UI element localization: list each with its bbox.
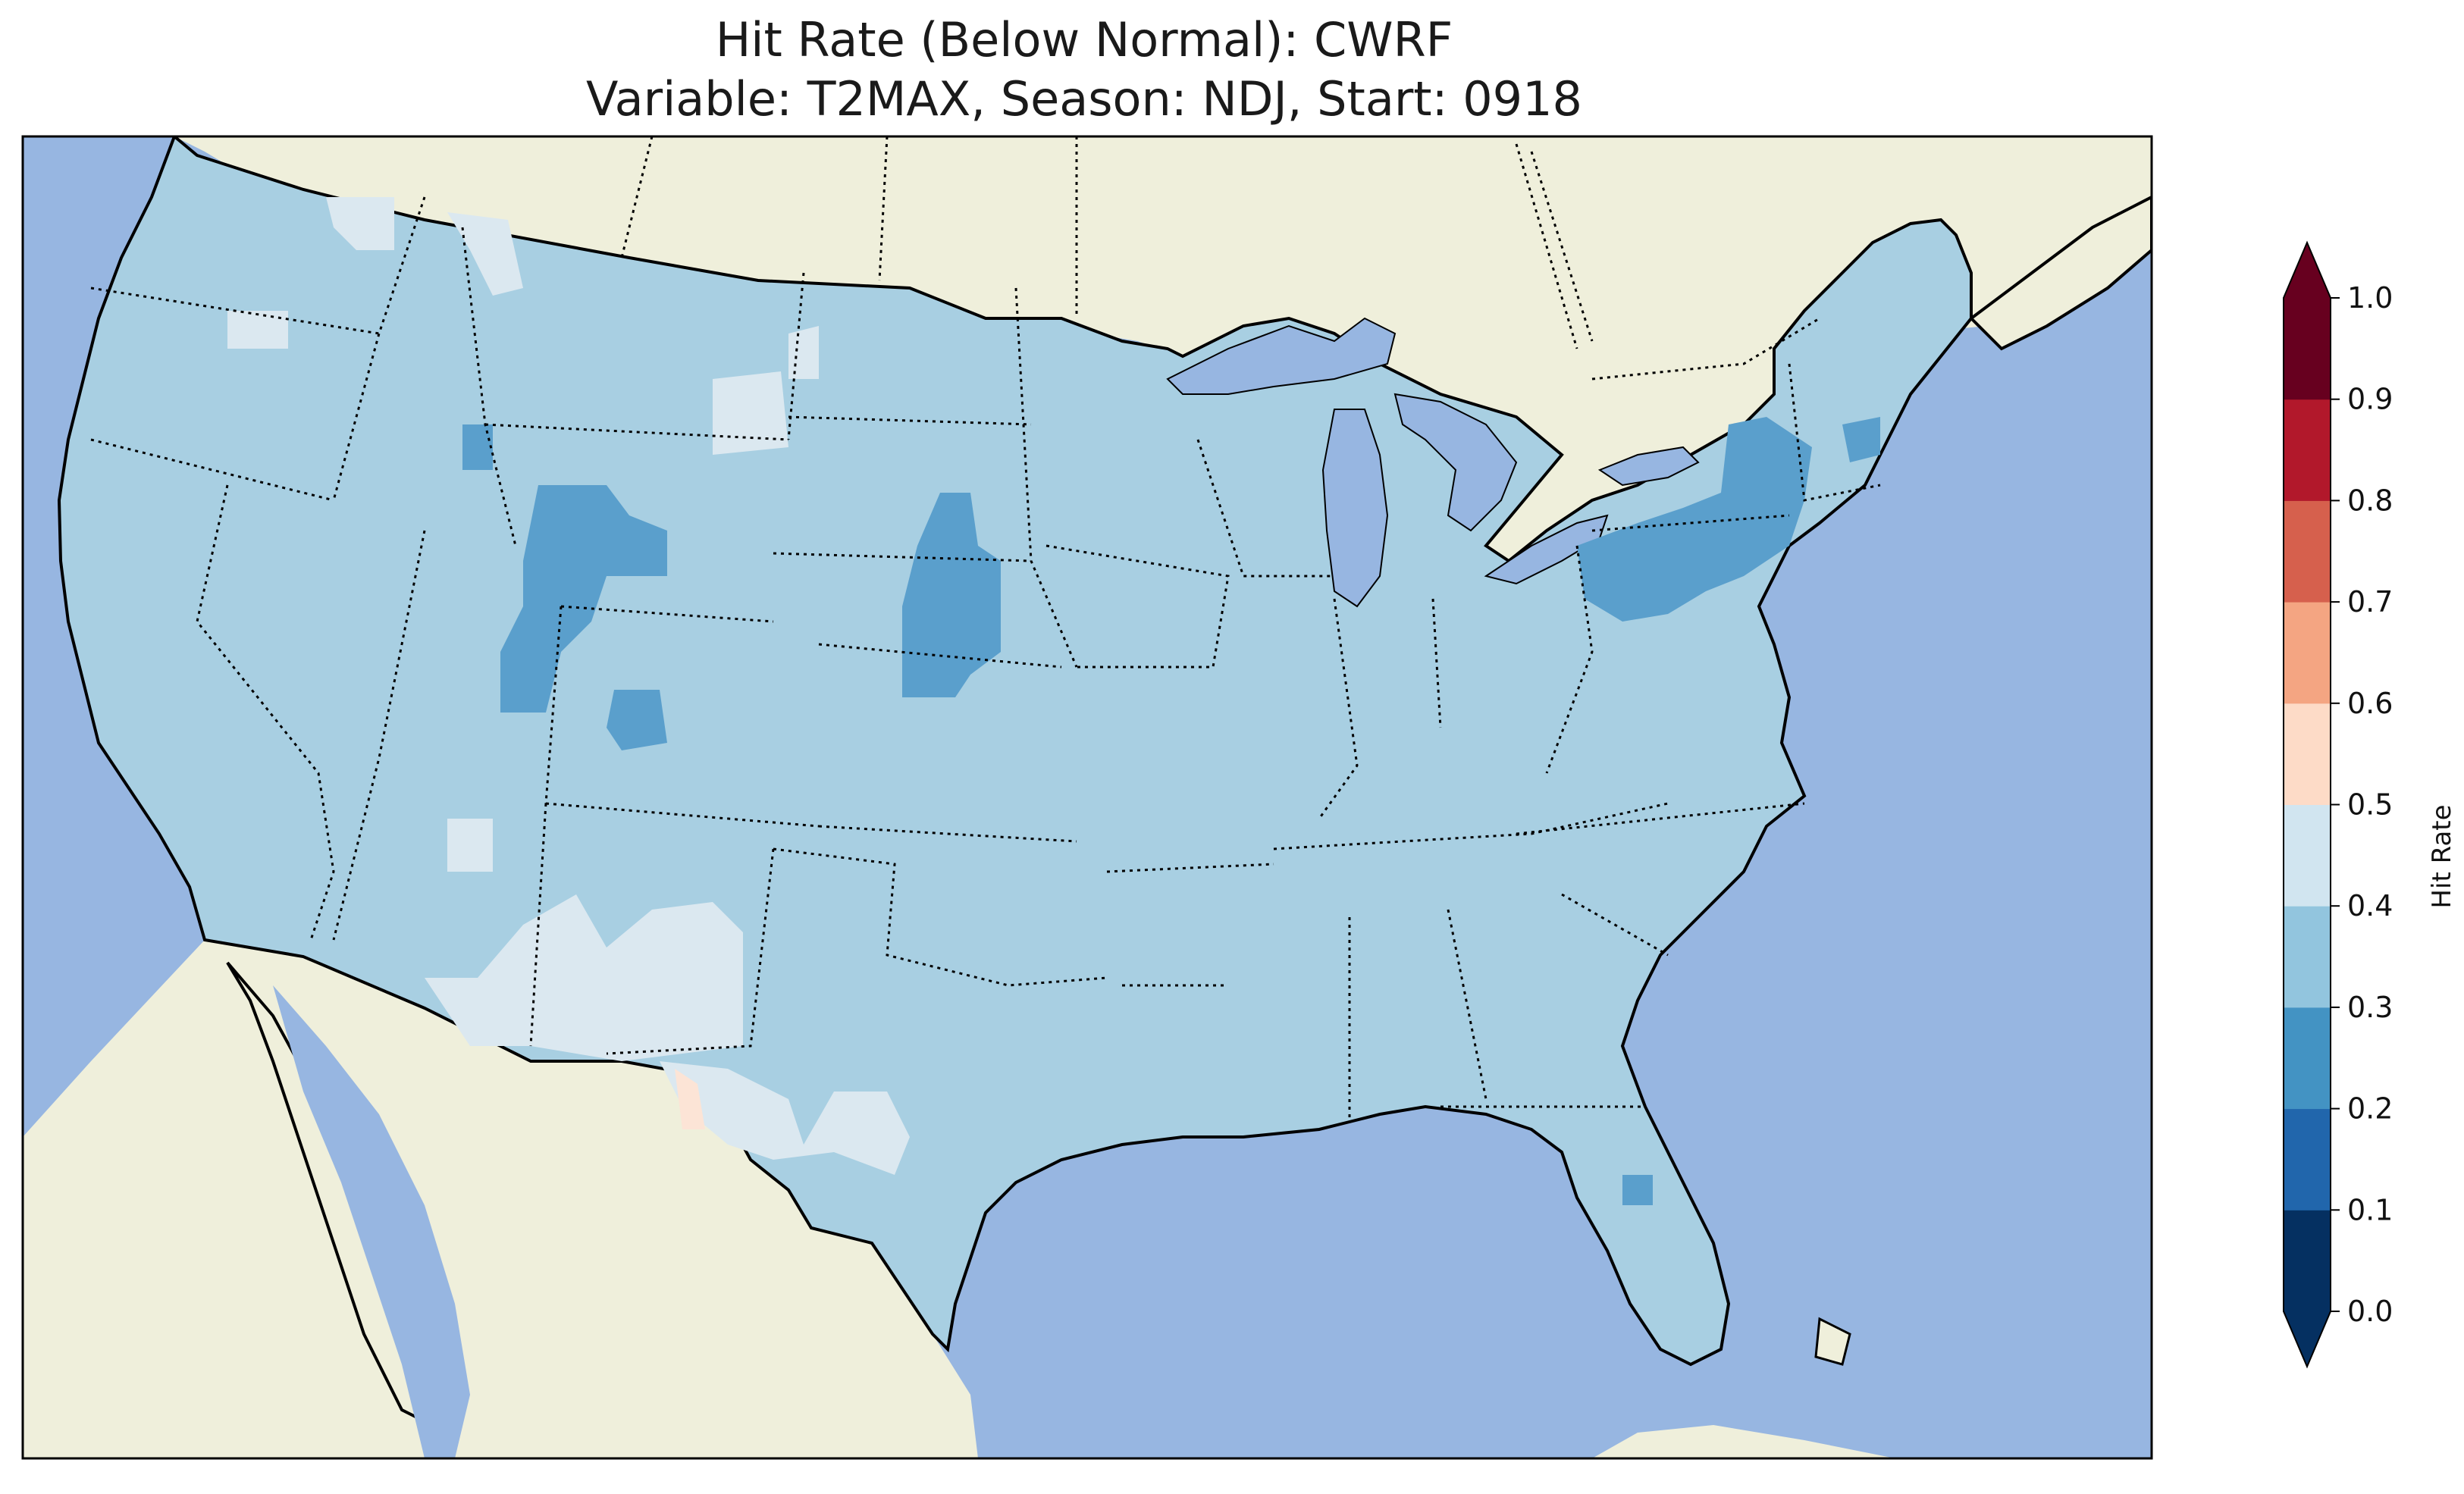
colorbar-tick-label-8: 0.8 [2347, 484, 2393, 517]
map-frame [21, 135, 2153, 1460]
colorbar-tick-label-0: 0.0 [2347, 1295, 2393, 1328]
nova-scotia-land [1968, 195, 2152, 351]
colorbar-tick-label-5: 0.5 [2347, 788, 2393, 822]
border-wi-il [1196, 439, 1334, 578]
lake-erie [1484, 514, 1609, 585]
border-mt-dakotas [787, 272, 805, 440]
patches-04-05 [227, 197, 910, 1175]
border-ia-mo [1045, 544, 1230, 669]
patch-florida [1622, 1175, 1653, 1205]
patch-colorado [607, 690, 667, 750]
patch-wyoming [500, 485, 667, 713]
colorbar-under-arrow [2284, 1311, 2331, 1367]
gulf-of-california [273, 985, 470, 1458]
border-mn-wi [1014, 287, 1078, 668]
border-ne-ks [818, 643, 1062, 669]
patches-02-03 [462, 417, 1880, 1205]
border-co-ks-nm [545, 802, 820, 828]
patch-big-bend [675, 1069, 705, 1129]
colorbar-bin-8 [2284, 399, 2331, 501]
patch-oregon [227, 311, 288, 349]
title-line-1: Hit Rate (Below Normal): CWRF [715, 12, 1453, 67]
colorbar-tick-label-2: 0.2 [2347, 1092, 2393, 1126]
colorbar-bin-3 [2284, 906, 2331, 1008]
border-oh-wv-pa [1545, 545, 1594, 774]
colorbar-bin-6 [2284, 602, 2331, 704]
border-nm-tx [606, 848, 775, 1055]
colorbar-tick-label-10: 1.0 [2347, 281, 2393, 315]
bahamas-land [1814, 1317, 1851, 1366]
border-mt-wy [484, 423, 789, 441]
colorbar-over-arrow [2284, 243, 2331, 298]
patch-maine [1842, 417, 1880, 462]
border-ky-tn [1273, 802, 1669, 850]
patch-montana-nw [447, 212, 523, 296]
patch-north-idaho [326, 197, 394, 250]
patch-pennsylvania [1577, 417, 1812, 622]
title-line-2: Variable: T2MAX, Season: NDJ, Start: 091… [585, 71, 1583, 127]
border-pa-ny [1591, 514, 1790, 532]
colorbar-bin-4 [2284, 804, 2331, 907]
colorbar-tick-label-4: 0.4 [2347, 889, 2393, 922]
colorbar-bin-1 [2284, 1108, 2331, 1211]
colorbar-bins [2283, 240, 2331, 1369]
border-tn-nc-sc [1561, 893, 1669, 957]
colorbar-bin-5 [2284, 703, 2331, 805]
border-az-nm [529, 803, 547, 1047]
border-in-oh [1431, 598, 1442, 728]
colorbar-tick-label-1: 0.1 [2347, 1193, 2393, 1226]
border-new-england [1788, 363, 1881, 502]
border-nv-ut-az [332, 530, 426, 941]
border-al-ga [1447, 909, 1487, 1100]
border-ok-tx [773, 847, 1108, 987]
border-mo-ar [1106, 863, 1274, 873]
colorbar-label: Hit Rate [2427, 804, 2457, 908]
patch-se-montana [713, 371, 788, 455]
state-borders [90, 136, 1881, 1122]
border-nd-sd [788, 415, 1032, 426]
colorbar-tick-label-6: 0.6 [2347, 687, 2393, 720]
lake-ontario [1597, 446, 1700, 487]
border-sd-ne [773, 552, 1032, 562]
border-ks-ok [818, 825, 1077, 843]
patch-idaho [462, 424, 493, 470]
colorbar-tick-label-7: 0.7 [2347, 585, 2393, 619]
border-id-mt [332, 196, 426, 501]
patch-nebraska [902, 493, 1001, 697]
patch-west-texas [660, 1061, 910, 1175]
border-ca-nv [196, 484, 335, 941]
colorbar-bin-9 [2284, 298, 2331, 400]
colorbar-bin-0 [2284, 1210, 2331, 1312]
border-us-canada-east [1591, 317, 1820, 381]
cuba-land [1592, 1425, 1895, 1458]
border-va-nc [1516, 802, 1805, 835]
patch-new-mexico [425, 894, 743, 1061]
colorbar-tick-label-3: 0.3 [2347, 991, 2393, 1024]
lake-michigan [1321, 409, 1389, 608]
colorbar-ticks: 0.0 0.1 0.2 0.3 0.4 0.5 0.6 0.7 0.8 0.9 1.0 [2331, 281, 2393, 1328]
mexico-land [23, 940, 978, 1458]
lake-superior [1166, 317, 1397, 395]
colorbar-bin-7 [2284, 500, 2331, 603]
lake-huron [1393, 393, 1518, 532]
patch-arizona [447, 819, 493, 872]
border-il-in [1318, 598, 1359, 819]
chart-title: Hit Rate (Below Normal): CWRF Variable: … [0, 11, 2168, 129]
border-wa-or [90, 287, 380, 335]
colorbar-bin-2 [2284, 1007, 2331, 1110]
border-wy-co [560, 605, 774, 623]
border-canada-provinces [620, 136, 1594, 349]
colorbar-tick-label-9: 0.9 [2347, 383, 2393, 416]
border-ut-co [544, 606, 563, 804]
